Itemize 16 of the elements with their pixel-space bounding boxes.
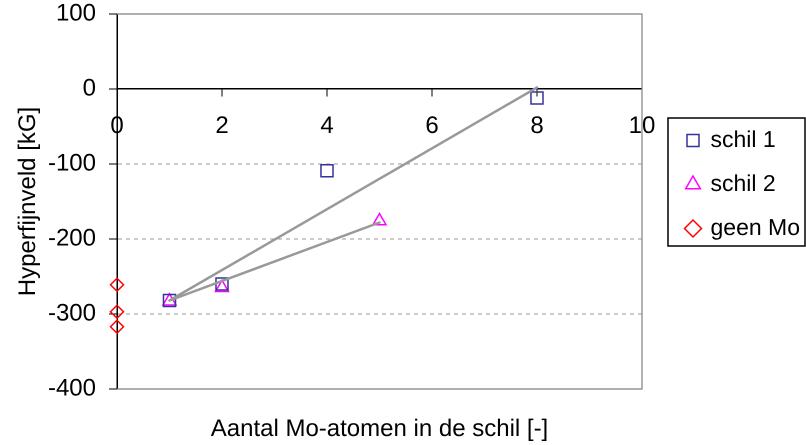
x-tick-label: 8 bbox=[530, 112, 544, 140]
y-tick-label: -200 bbox=[48, 224, 96, 252]
x-tick-label: 10 bbox=[628, 112, 656, 140]
y-tick-label: -300 bbox=[48, 300, 96, 327]
y-tick-label: -400 bbox=[48, 374, 96, 402]
y-tick-label: 0 bbox=[82, 74, 96, 102]
x-axis-title: Aantal Mo-atomen in de schil [-] bbox=[210, 415, 550, 443]
y-axis-title: Hyperfijnveld [kG] bbox=[14, 106, 42, 296]
x-tick-label: 6 bbox=[425, 112, 439, 140]
legend-label: schil 1 bbox=[710, 126, 776, 152]
y-tick-label: 100 bbox=[56, 0, 96, 27]
legend-label: geen Mo bbox=[710, 214, 800, 240]
x-tick-label: 4 bbox=[320, 112, 334, 140]
legend-label: schil 2 bbox=[710, 170, 776, 196]
x-tick-label: 2 bbox=[215, 112, 229, 140]
y-tick-label: -100 bbox=[48, 150, 96, 177]
